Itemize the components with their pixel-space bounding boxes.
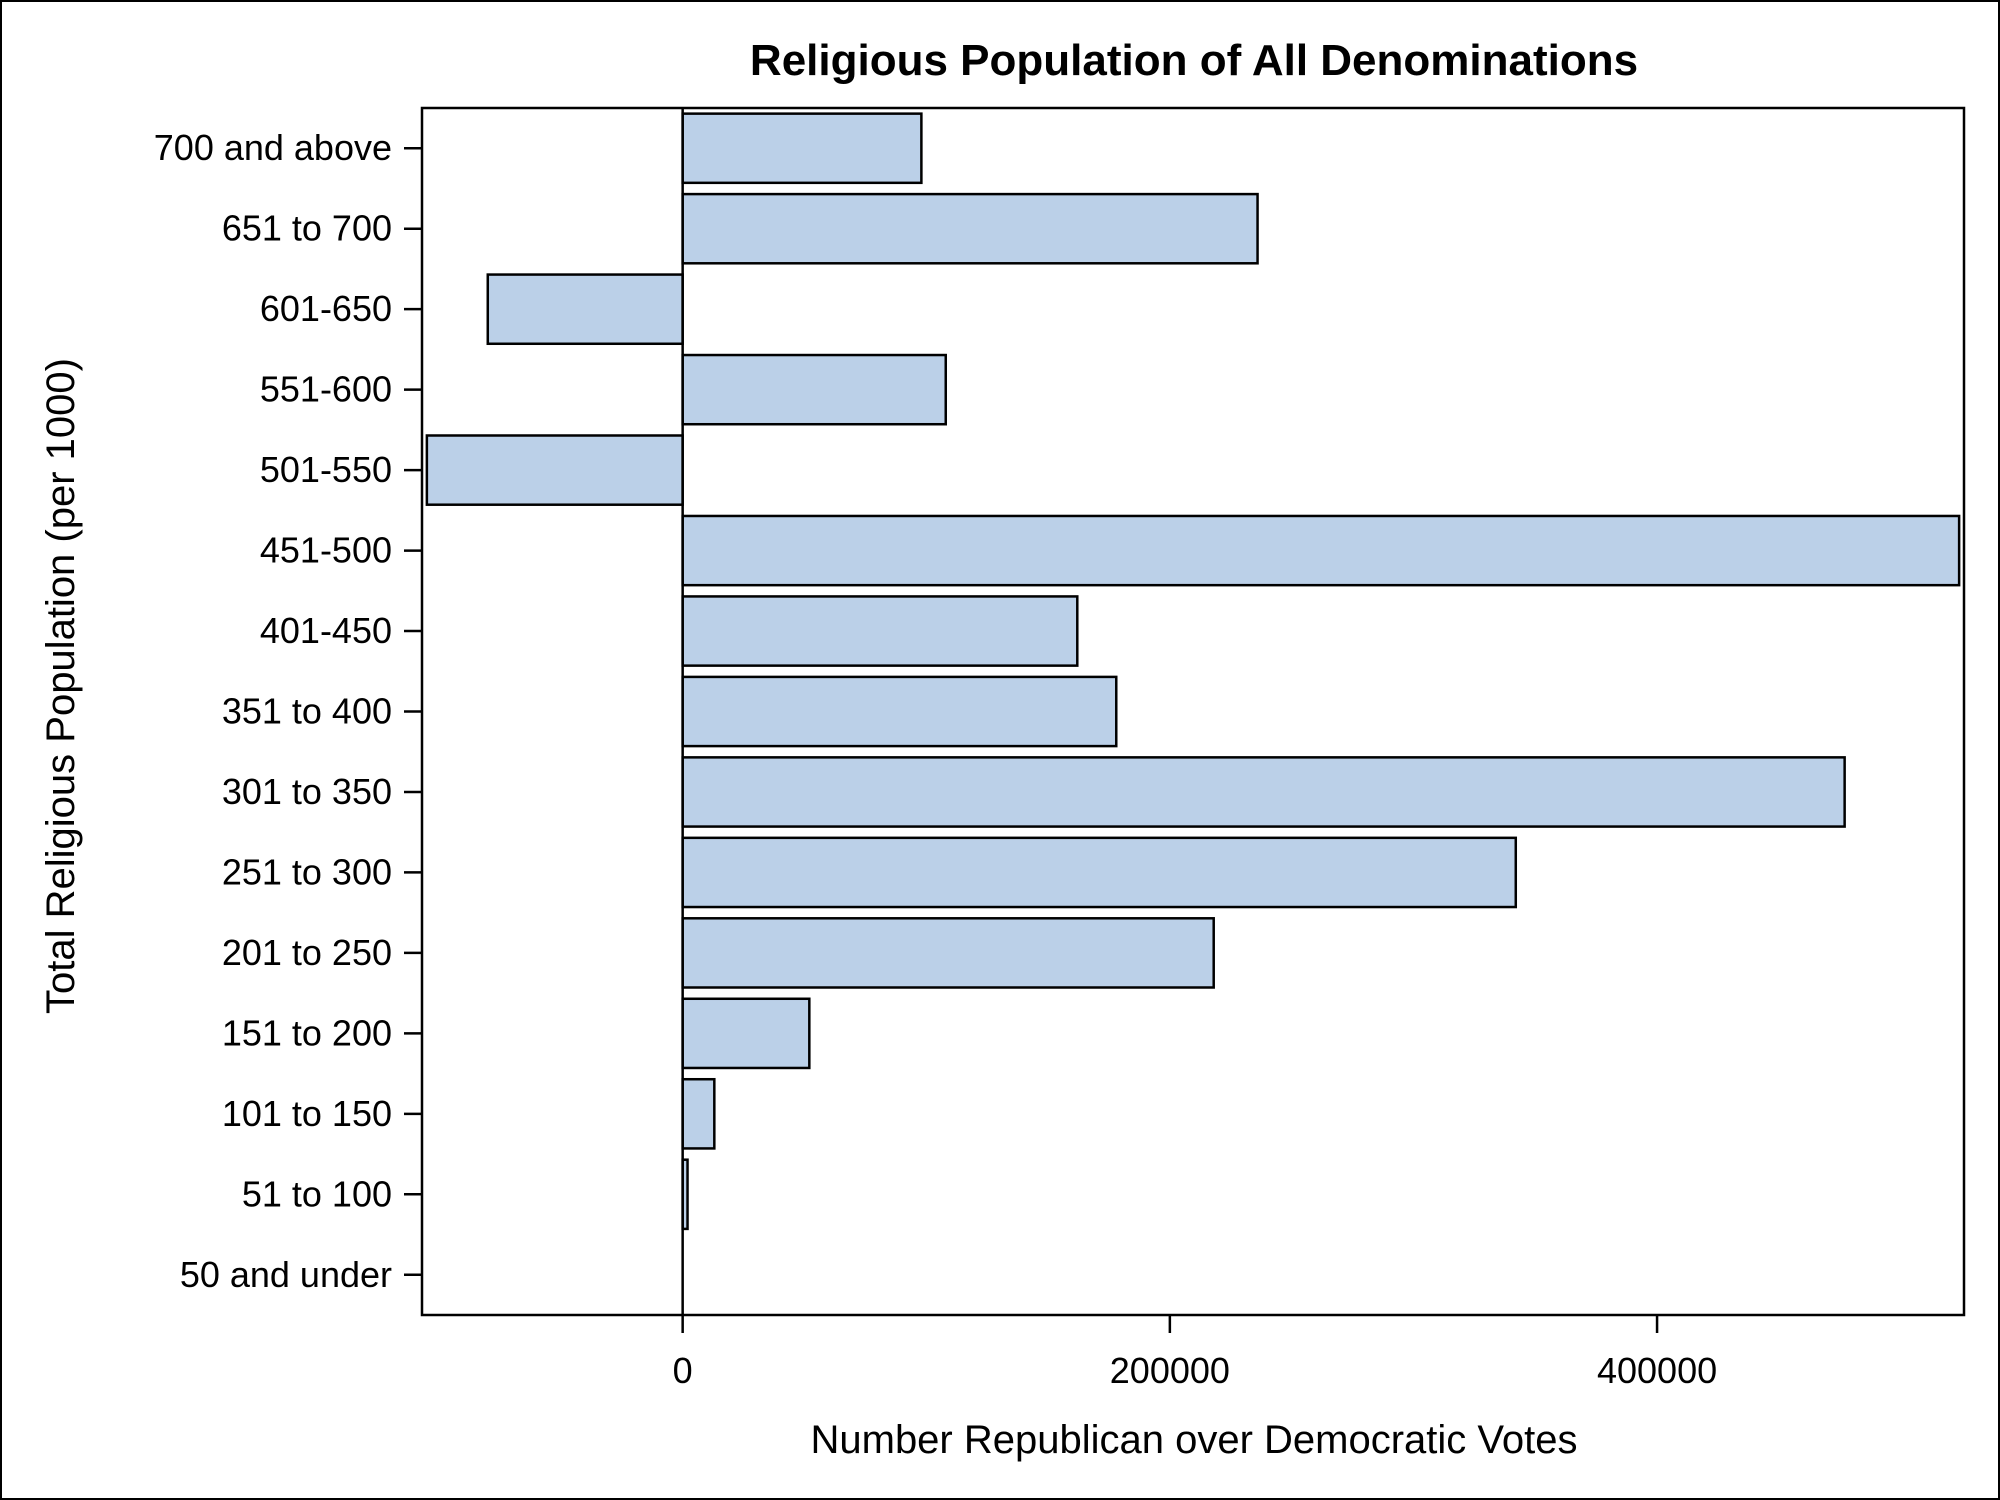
y-tick-label: 51 to 100: [242, 1173, 392, 1214]
y-tick-label: 351 to 400: [222, 691, 392, 732]
y-tick-label: 451-500: [260, 530, 392, 571]
y-tick-label: 501-550: [260, 449, 392, 490]
bar: [681, 514, 1961, 587]
bar: [681, 112, 923, 185]
y-tick-label: 50 and under: [180, 1254, 392, 1295]
x-tick-label: 0: [673, 1350, 693, 1391]
y-tick-label: 551-600: [260, 369, 392, 410]
y-tick-label: 601-650: [260, 288, 392, 329]
chart-title: Religious Population of All Denomination…: [750, 36, 1638, 85]
y-tick-label: 101 to 150: [222, 1093, 392, 1134]
plot-area: 700 and above 651 to 700 601-650 551-600 501…: [154, 106, 1966, 1391]
bar: [681, 675, 1118, 748]
plot-border: [420, 106, 1966, 1317]
y-tick-label: 201 to 250: [222, 932, 392, 973]
y-tick-label: 151 to 200: [222, 1012, 392, 1053]
bar: [681, 595, 1079, 667]
bar: [681, 1077, 716, 1150]
x-tick-label: 200000: [1110, 1350, 1230, 1391]
y-tick-label: 401-450: [260, 610, 392, 651]
bar: [681, 192, 1259, 265]
bar: [681, 836, 1518, 909]
bar: [681, 353, 947, 426]
x-axis-label: Number Republican over Democratic Votes: [810, 1418, 1577, 1462]
bar: [425, 434, 684, 506]
bar: [486, 273, 684, 346]
y-tick-label: 301 to 350: [222, 771, 392, 812]
bar: [681, 917, 1215, 989]
x-tick-label: 400000: [1597, 1350, 1717, 1391]
bar: [681, 756, 1846, 828]
y-axis-label: Total Religious Population (per 1000): [39, 358, 83, 1014]
y-tick-label: 700 and above: [154, 127, 392, 168]
bar: [681, 997, 811, 1070]
y-tick-label: 251 to 300: [222, 851, 392, 892]
y-tick-label: 651 to 700: [222, 208, 392, 249]
